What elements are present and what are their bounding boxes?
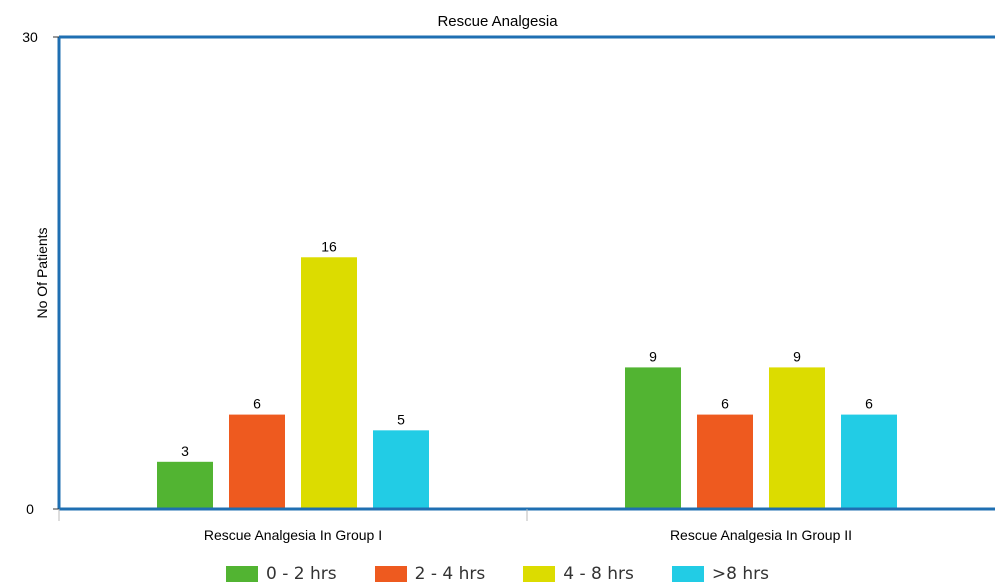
legend-swatch	[671, 566, 704, 582]
y-tick-label: 0	[26, 501, 34, 517]
legend-item: >8 hrs	[671, 564, 769, 584]
chart-title: Rescue Analgesia	[437, 13, 558, 30]
bar-value-label: 3	[181, 443, 189, 459]
bar-value-label: 9	[793, 348, 801, 364]
bar-value-label: 6	[253, 396, 261, 412]
legend-item: 2 - 4 hrs	[374, 564, 486, 584]
legend-label: 0 - 2 hrs	[266, 564, 337, 584]
legend-swatch	[374, 566, 407, 582]
x-tick-label: Rescue Analgesia In Group I	[204, 527, 382, 543]
bar-value-label: 6	[865, 396, 873, 412]
bar	[769, 367, 825, 508]
bar	[697, 414, 753, 508]
legend-swatch	[523, 566, 556, 582]
legend-label: 2 - 4 hrs	[414, 564, 486, 584]
bar-value-label: 6	[721, 396, 729, 412]
legend-label: >8 hrs	[711, 564, 769, 584]
legend-item: 0 - 2 hrs	[226, 564, 337, 584]
legend-item: 4 - 8 hrs	[523, 564, 634, 584]
bar	[229, 414, 285, 508]
bar	[625, 367, 681, 508]
y-tick-label: 30	[22, 29, 38, 45]
legend-label: 4 - 8 hrs	[563, 564, 634, 584]
chart-legend: 0 - 2 hrs 2 - 4 hrs 4 - 8 hrs >8 hrs	[0, 564, 995, 584]
bar-value-label: 5	[397, 411, 405, 427]
x-tick-label: Rescue Analgesia In Group II	[670, 527, 852, 543]
y-axis-label: No Of Patients	[34, 227, 50, 318]
bar	[157, 461, 213, 508]
bar	[301, 257, 357, 508]
bar-value-label: 16	[321, 238, 337, 254]
bar-value-label: 9	[649, 348, 657, 364]
bar-chart: 0 30 No Of Patients 3 6 16 5 Rescue Analgesia I…	[22, 29, 995, 543]
bar	[841, 414, 897, 508]
legend-swatch	[226, 566, 259, 582]
bar	[373, 430, 429, 508]
